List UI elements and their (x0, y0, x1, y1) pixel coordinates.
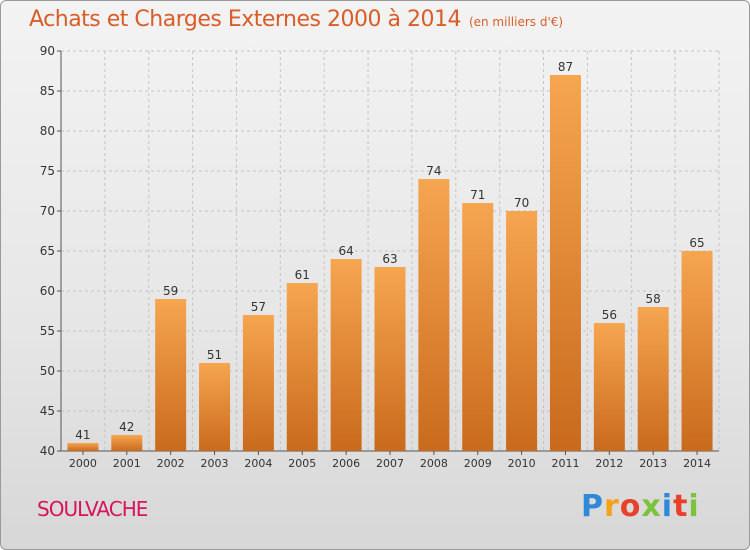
y-tick-label: 45 (40, 404, 55, 418)
y-tick-label: 70 (40, 204, 55, 218)
x-tick-label-2001: 2001 (113, 457, 141, 470)
bar-2008 (418, 179, 450, 451)
y-tick-label: 90 (40, 44, 55, 58)
value-label-2013: 58 (646, 292, 661, 306)
bar-2001 (111, 435, 143, 451)
x-tick-label-2005: 2005 (288, 457, 316, 470)
y-tick-label: 50 (40, 364, 55, 378)
labels: 40 45 50 55 60 65 70 75 80 85 90 41 2000 42 2001 59 2002… (40, 44, 711, 470)
y-tick-label: 85 (40, 84, 55, 98)
y-tick-label: 80 (40, 124, 55, 138)
bar-2000 (67, 443, 99, 451)
value-label-2008: 74 (426, 164, 441, 178)
value-label-2009: 71 (470, 188, 485, 202)
x-tick-label-2003: 2003 (201, 457, 229, 470)
x-tick-label-2014: 2014 (683, 457, 711, 470)
value-label-2000: 41 (75, 428, 90, 442)
bar-2004 (242, 315, 274, 451)
bar-2005 (286, 283, 318, 451)
y-tick-label: 75 (40, 164, 55, 178)
value-label-2011: 87 (558, 60, 573, 74)
value-label-2006: 64 (338, 244, 353, 258)
value-label-2010: 70 (514, 196, 529, 210)
bar-2013 (637, 307, 669, 451)
bar-2003 (199, 363, 231, 451)
bar-2006 (330, 259, 362, 451)
x-tick-label-2000: 2000 (69, 457, 97, 470)
value-label-2002: 59 (163, 284, 178, 298)
y-tick-label: 40 (40, 444, 55, 458)
y-tick-label: 55 (40, 324, 55, 338)
x-tick-label-2011: 2011 (551, 457, 579, 470)
value-label-2003: 51 (207, 348, 222, 362)
chart-subtitle: (en milliers d'€) (468, 15, 564, 29)
bar-2010 (506, 211, 538, 451)
y-tick-label: 65 (40, 244, 55, 258)
x-tick-label-2006: 2006 (332, 457, 360, 470)
x-tick-label-2004: 2004 (244, 457, 272, 470)
chart-title: Achats et Charges Externes 2000 à 2014 (e… (29, 7, 563, 32)
place-name: SOULVACHE (37, 497, 148, 521)
value-label-2005: 61 (295, 268, 310, 282)
bar-2012 (593, 323, 625, 451)
value-label-2014: 65 (689, 236, 704, 250)
x-tick-label-2008: 2008 (420, 457, 448, 470)
bars (67, 75, 713, 451)
x-tick-label-2012: 2012 (595, 457, 623, 470)
bar-2009 (462, 203, 494, 451)
value-label-2012: 56 (602, 308, 617, 322)
value-label-2004: 57 (251, 300, 266, 314)
bar-2002 (155, 299, 187, 451)
x-tick-label-2007: 2007 (376, 457, 404, 470)
value-label-2001: 42 (119, 420, 134, 434)
x-tick-label-2010: 2010 (508, 457, 536, 470)
x-tick-label-2013: 2013 (639, 457, 667, 470)
x-tick-label-2002: 2002 (157, 457, 185, 470)
bar-2007 (374, 267, 406, 451)
bar-2014 (681, 251, 713, 451)
value-label-2007: 63 (382, 252, 397, 266)
x-tick-label-2009: 2009 (464, 457, 492, 470)
bar-2011 (549, 75, 581, 451)
proxiti-logo: Proxiti (581, 489, 700, 524)
chart-title-text: Achats et Charges Externes 2000 à 2014 (29, 7, 461, 32)
y-tick-label: 60 (40, 284, 55, 298)
